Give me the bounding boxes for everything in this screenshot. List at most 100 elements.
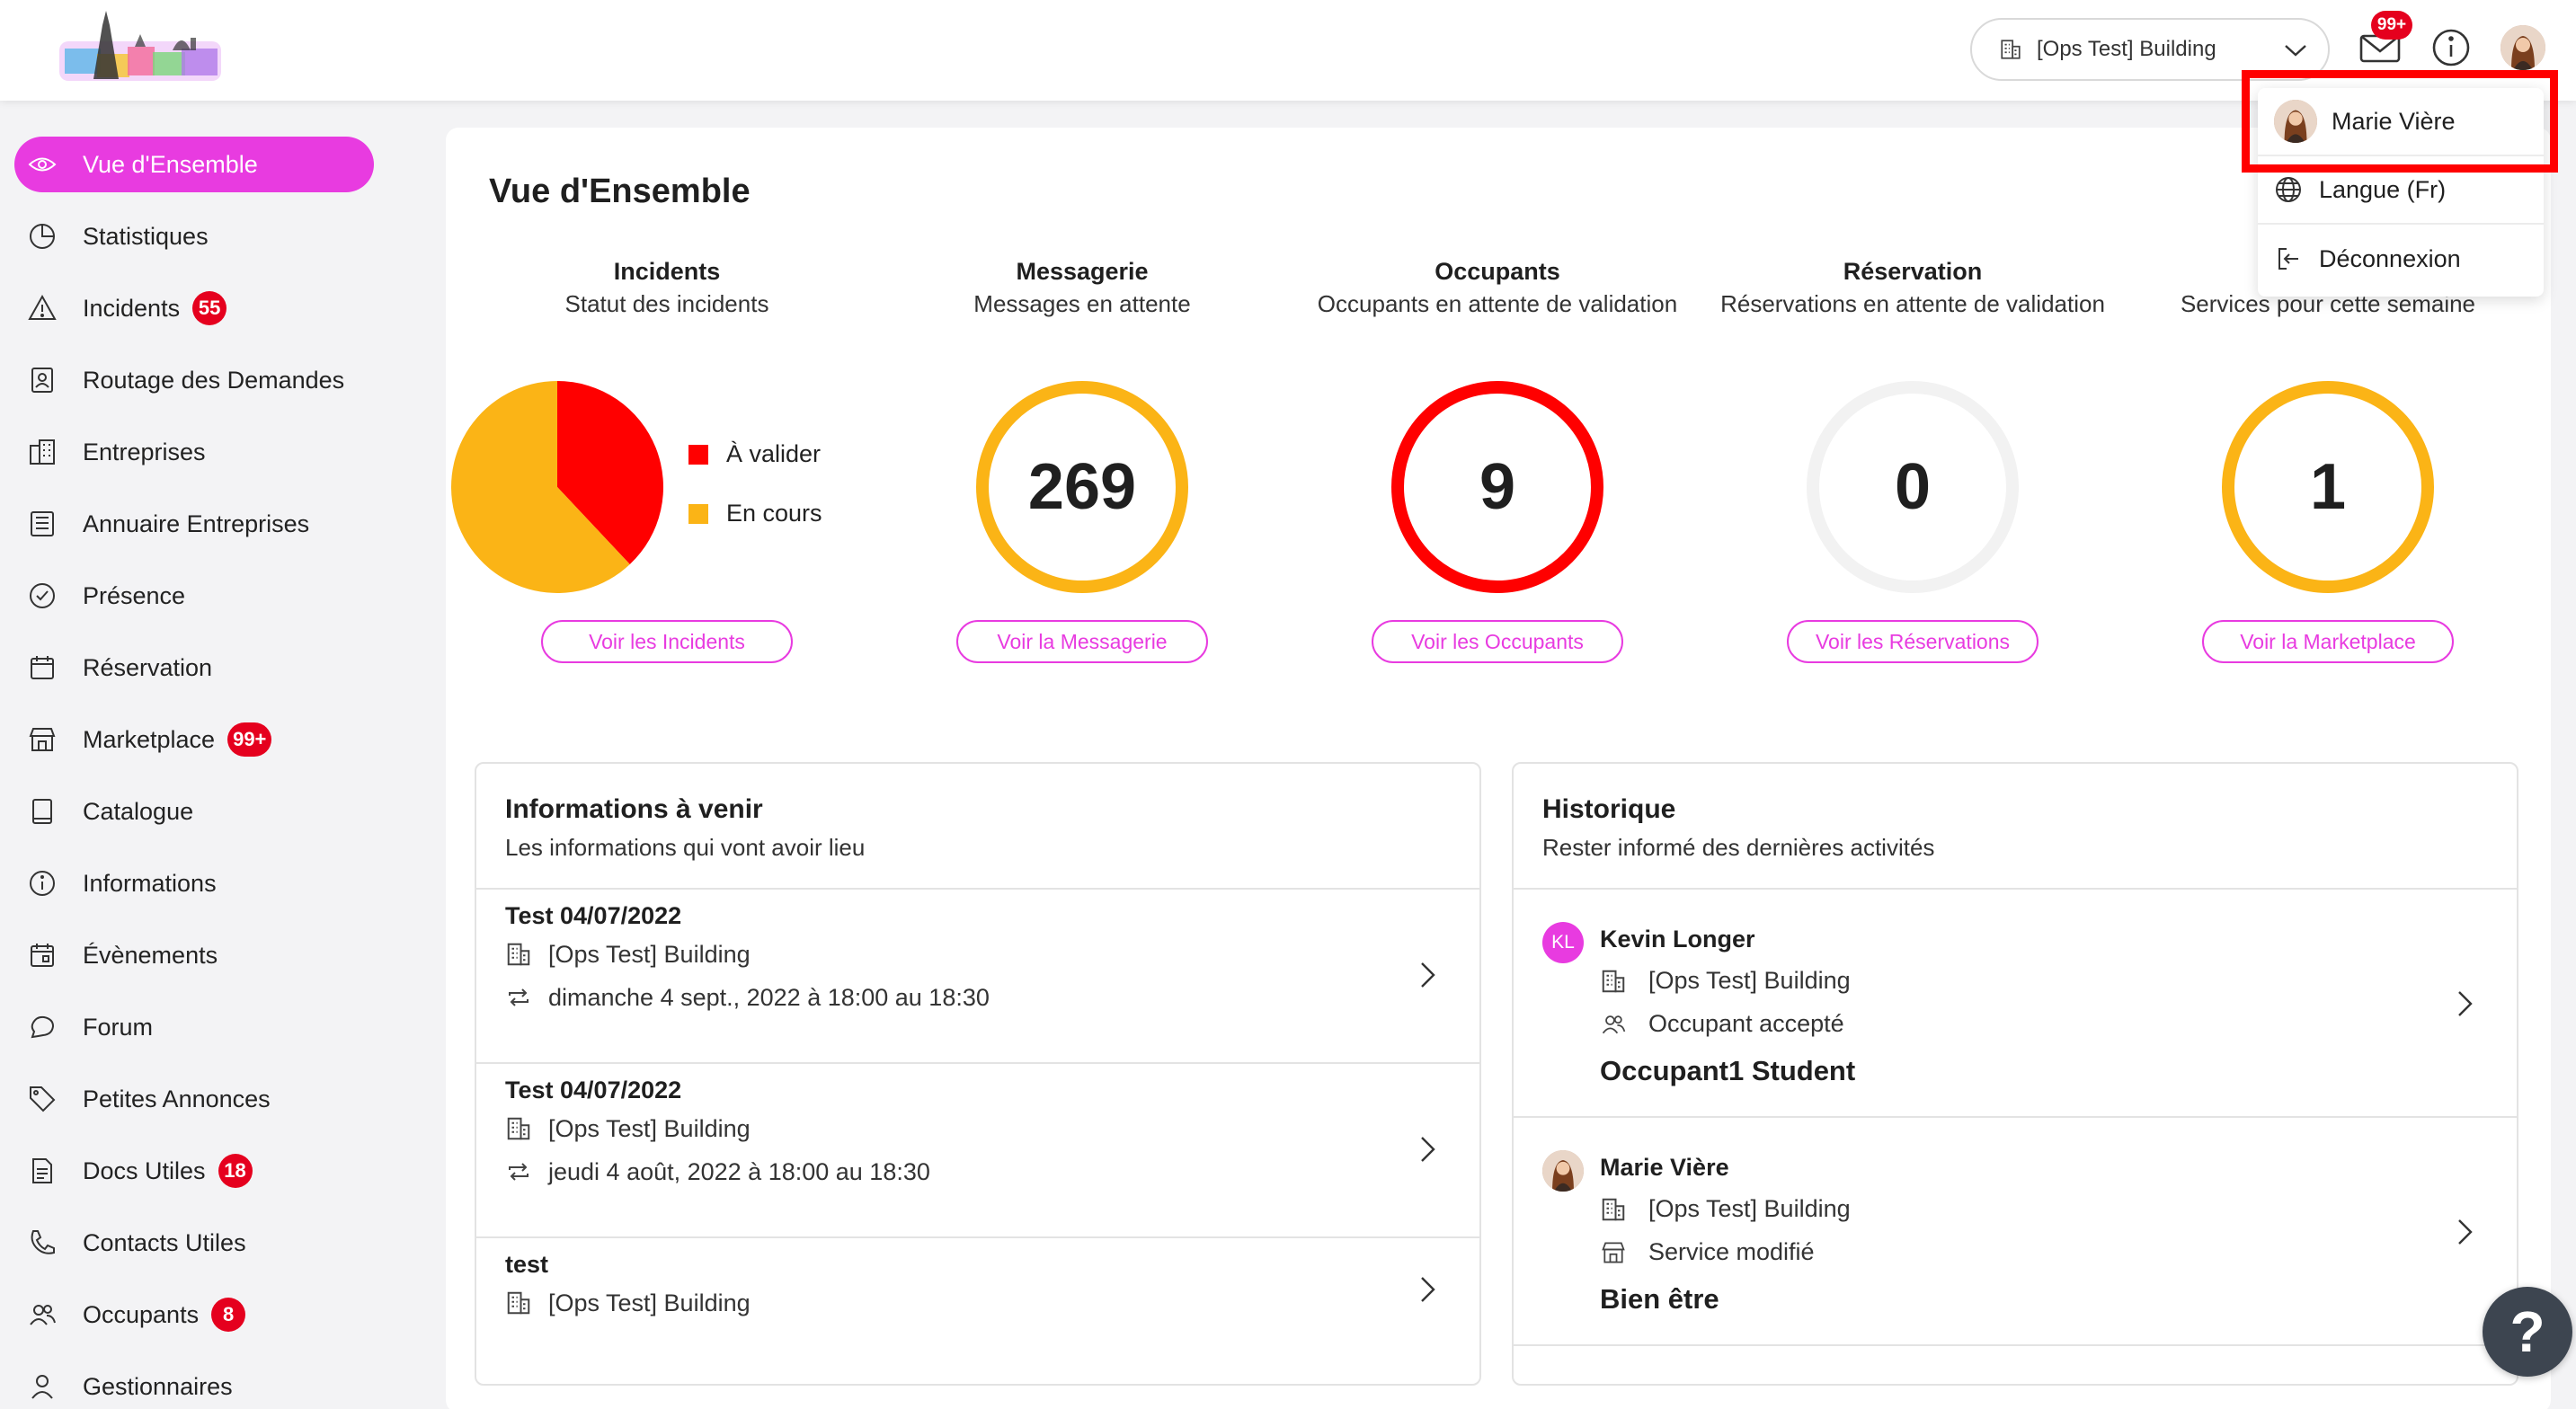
tag-icon — [30, 1086, 56, 1112]
repeat-icon — [509, 988, 529, 1006]
sidebar-item-label: Marketplace — [83, 725, 216, 753]
voir-marketplace-button[interactable]: Voir la Marketplace — [2202, 620, 2454, 663]
sidebar-item-contacts-utiles[interactable]: Contacts Utiles — [14, 1215, 374, 1271]
stat-subtitle: Occupants en attente de validation — [1317, 290, 1678, 317]
sidebar-item-presence[interactable]: Présence — [14, 568, 374, 624]
history-building: [Ops Test] Building — [1600, 1195, 1851, 1223]
info-icon[interactable] — [2429, 25, 2474, 70]
sidebar-item-incidents[interactable]: Incidents 55 — [14, 280, 374, 336]
building-icon — [507, 1117, 530, 1140]
warning-icon — [28, 294, 57, 320]
sidebar-item-label: Annuaire Entreprises — [83, 510, 310, 537]
sidebar-item-routage[interactable]: Routage des Demandes — [14, 352, 374, 408]
store-icon — [1602, 1242, 1625, 1263]
history-row[interactable]: Marie Vière [Ops Test] Building Service … — [1514, 1118, 2517, 1346]
book-icon — [32, 799, 52, 824]
stat-subtitle: Réservations en attente de validation — [1720, 290, 2105, 317]
sidebar-item-petites-annonces[interactable]: Petites Annonces — [14, 1071, 374, 1127]
sidebar-item-informations[interactable]: Informations — [14, 855, 374, 911]
sidebar-item-label: Petites Annonces — [83, 1085, 271, 1112]
sidebar-item-vue-ensemble[interactable]: Vue d'Ensemble — [14, 137, 374, 192]
voir-messagerie-button[interactable]: Voir la Messagerie — [956, 620, 1208, 663]
user-menu-language[interactable]: Langue (Fr) — [2258, 156, 2544, 225]
sidebar-item-label: Contacts Utiles — [83, 1228, 246, 1256]
info-row-building-label: [Ops Test] Building — [548, 940, 751, 968]
directory-icon — [31, 511, 54, 536]
sidebar-item-docs-utiles[interactable]: Docs Utiles 18 — [14, 1143, 374, 1199]
info-row-building-label: [Ops Test] Building — [548, 1289, 751, 1316]
avatar-initials: KL — [1542, 922, 1584, 963]
sidebar-item-label: Informations — [83, 869, 217, 897]
sidebar-item-label: Occupants — [83, 1300, 200, 1328]
user-menu-profile[interactable]: Marie Vière — [2258, 88, 2544, 156]
info-row-title: Test 04/07/2022 — [505, 1077, 682, 1103]
pie-slice-a-valider — [557, 381, 663, 565]
user-avatar[interactable] — [2500, 25, 2545, 70]
building-selector[interactable]: [Ops Test] Building — [1970, 18, 2330, 81]
stat-reservation: Réservation Réservations en attente de v… — [1715, 253, 2110, 347]
sidebar-item-annuaire[interactable]: Annuaire Entreprises — [14, 496, 374, 552]
info-row-date: jeudi 4 août, 2022 à 18:00 au 18:30 — [505, 1150, 1479, 1193]
sidebar-item-reservation[interactable]: Réservation — [14, 640, 374, 696]
help-button[interactable]: ? — [2483, 1287, 2572, 1377]
page-title: Vue d'Ensemble — [489, 173, 751, 210]
globe-icon — [2276, 177, 2301, 202]
marketplace-badge: 99+ — [227, 722, 272, 757]
history-action-label: Service modifié — [1648, 1238, 1815, 1265]
info-row-building-label: [Ops Test] Building — [548, 1114, 751, 1142]
stat-messagerie: Messagerie Messages en attente — [884, 253, 1280, 347]
sidebar-item-gestionnaires[interactable]: Gestionnaires — [14, 1359, 374, 1409]
stat-title: Réservation — [1843, 258, 1983, 285]
info-row-title: Test 04/07/2022 — [505, 902, 682, 929]
voir-occupants-button[interactable]: Voir les Occupants — [1372, 620, 1623, 663]
users-icon — [30, 1305, 56, 1325]
user-menu-logout[interactable]: Déconnexion — [2258, 225, 2544, 293]
chevron-right-icon — [1421, 1137, 1435, 1162]
info-row[interactable]: Test 04/07/2022 [Ops Test] Building jeud… — [476, 1064, 1479, 1238]
history-action: Occupant accepté — [1600, 1010, 1844, 1038]
pie-chart-icon — [30, 224, 55, 249]
sidebar-item-evenements[interactable]: Évènements — [14, 927, 374, 983]
historique-panel-header: Historique Rester informé des dernières … — [1514, 764, 2517, 890]
user-menu-language-label: Langue (Fr) — [2319, 175, 2447, 203]
info-row[interactable]: test [Ops Test] Building — [476, 1238, 1479, 1373]
user-avatar-small — [1542, 1150, 1584, 1192]
top-bar: [Ops Test] Building 99+ — [0, 0, 2576, 101]
sidebar-item-entreprises[interactable]: Entreprises — [14, 424, 374, 480]
info-row-building: [Ops Test] Building — [505, 933, 1479, 976]
phone-icon — [31, 1230, 55, 1254]
document-icon — [32, 1158, 52, 1183]
user-menu-name: Marie Vière — [2332, 107, 2456, 135]
sidebar-item-label: Gestionnaires — [83, 1372, 233, 1400]
informations-panel: Informations à venir Les informations qu… — [475, 762, 1481, 1386]
voir-reservations-button[interactable]: Voir les Réservations — [1787, 620, 2039, 663]
chevron-down-icon — [2285, 45, 2306, 57]
sidebar-item-occupants[interactable]: Occupants 8 — [14, 1287, 374, 1343]
info-row[interactable]: Test 04/07/2022 [Ops Test] Building dima… — [476, 890, 1479, 1064]
chevron-right-icon — [2458, 1219, 2473, 1245]
chevron-right-icon — [2458, 991, 2473, 1016]
sidebar-item-forum[interactable]: Forum — [14, 999, 374, 1055]
sidebar-item-label: Réservation — [83, 653, 213, 681]
logout-icon — [2278, 248, 2298, 270]
panel-title: Historique — [1542, 794, 1676, 824]
sidebar-item-label: Incidents — [83, 294, 181, 322]
info-icon — [30, 871, 55, 896]
sidebar-item-label: Présence — [83, 581, 186, 609]
legend-label: En cours — [726, 500, 822, 527]
info-row-date-label: jeudi 4 août, 2022 à 18:00 au 18:30 — [548, 1157, 930, 1185]
sidebar-item-statistiques[interactable]: Statistiques — [14, 208, 374, 264]
paris-skyline-logo[interactable] — [56, 7, 227, 92]
history-row[interactable]: KL Kevin Longer [Ops Test] Building Occu… — [1514, 890, 2517, 1118]
eye-icon — [28, 157, 57, 172]
voir-incidents-button[interactable]: Voir les Incidents — [541, 620, 793, 663]
historique-panel: Historique Rester informé des dernières … — [1512, 762, 2518, 1386]
history-action: Service modifié — [1600, 1238, 1815, 1266]
sidebar-item-catalogue[interactable]: Catalogue — [14, 784, 374, 839]
sidebar-item-label: Entreprises — [83, 438, 206, 465]
sidebar-item-marketplace[interactable]: Marketplace 99+ — [14, 712, 374, 767]
mail-badge: 99+ — [2371, 11, 2412, 40]
building-icon — [1602, 1198, 1625, 1220]
sidebar-item-label: Statistiques — [83, 222, 209, 250]
history-target: Occupant1 Student — [1600, 1055, 1856, 1086]
